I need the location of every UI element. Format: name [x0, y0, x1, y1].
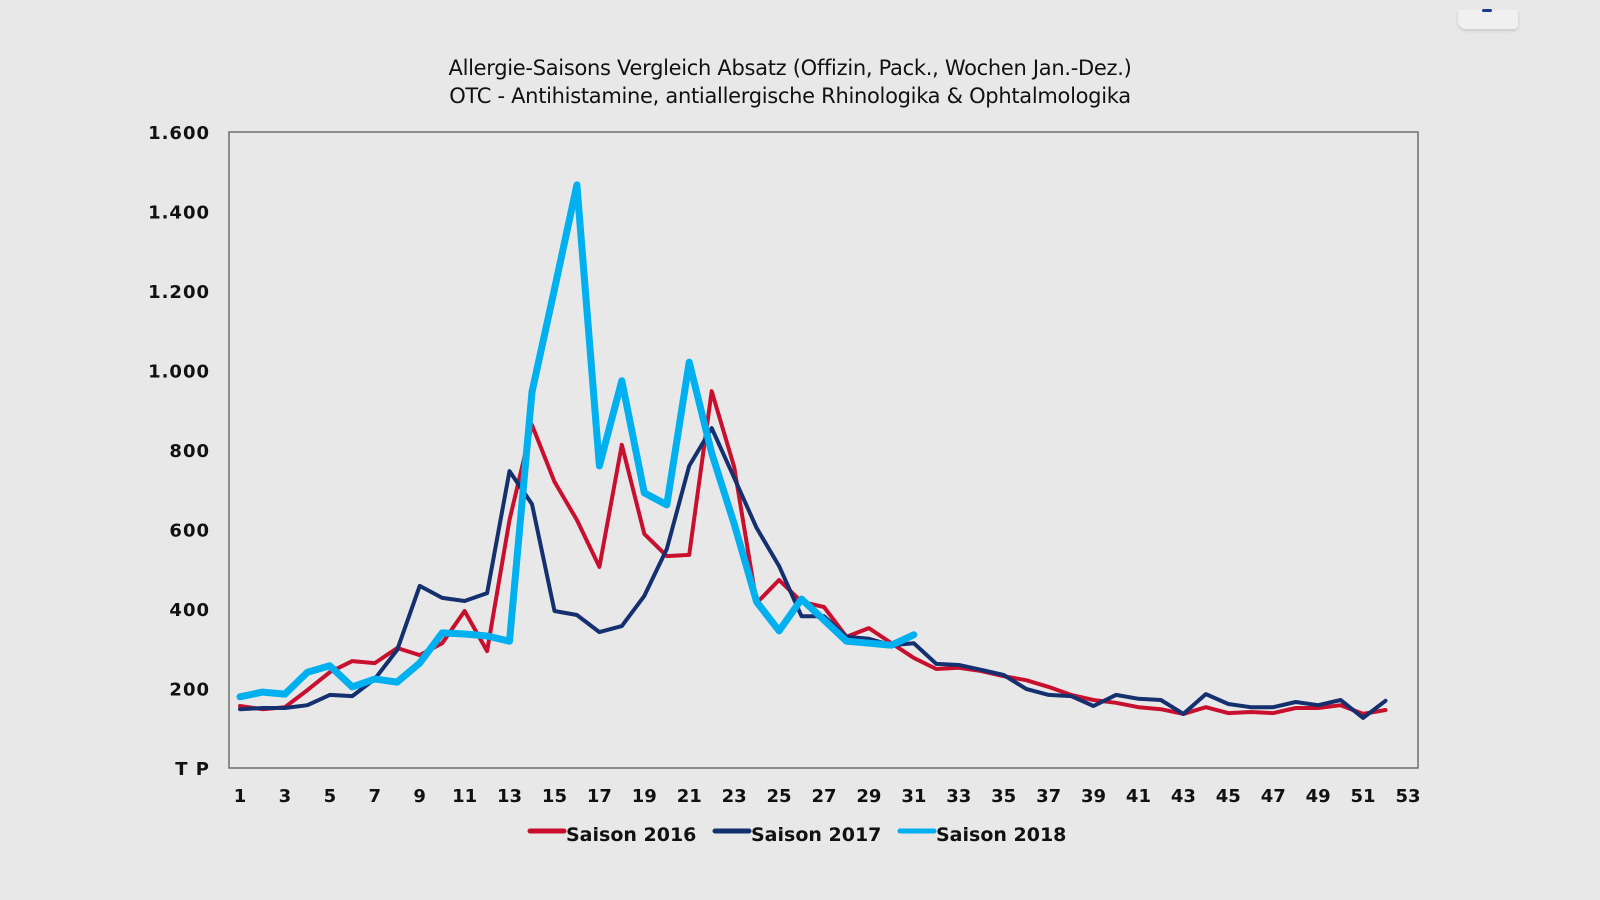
y-tick-label: 200 [169, 680, 210, 701]
y-tick-label: 400 [169, 600, 210, 621]
x-tick-label: 21 [677, 786, 702, 807]
legend-label: Saison 2018 [936, 824, 1066, 846]
legend-label: Saison 2016 [566, 824, 696, 846]
x-tick-label: 5 [324, 786, 337, 807]
y-tick-label: 1.200 [148, 282, 210, 303]
y-tick-label: 800 [169, 441, 210, 462]
y-tick-label: T P [175, 759, 210, 780]
series-lines [236, 181, 1388, 720]
x-tick-label: 29 [856, 786, 881, 807]
chart-title: Allergie-Saisons Vergleich Absatz (Offiz… [448, 56, 1132, 80]
x-tick-label: 3 [279, 786, 292, 807]
x-axis-ticks: 1 3 5 7 9 11 13 15 17 19 21 23 25 27 29 31 33 35 37 39 41 43 4… [234, 786, 1421, 807]
x-tick-label: 51 [1351, 786, 1376, 807]
x-tick-label: 23 [722, 786, 747, 807]
legend-item: Saison 2016 [527, 824, 696, 846]
y-tick-label: 1.600 [148, 123, 210, 144]
x-tick-label: 15 [542, 786, 567, 807]
series-line-saison-2018 [236, 181, 918, 701]
x-tick-label: 7 [369, 786, 382, 807]
x-tick-label: 47 [1261, 786, 1286, 807]
plot-area [228, 131, 1419, 769]
x-tick-label: 53 [1395, 786, 1420, 807]
legend: Saison 2016 Saison 2017 Saison 2018 [527, 824, 1066, 846]
corner-card [1458, 9, 1518, 29]
y-tick-label: 1.000 [148, 362, 210, 383]
x-tick-label: 19 [632, 786, 657, 807]
x-tick-label: 39 [1081, 786, 1106, 807]
x-tick-label: 45 [1216, 786, 1241, 807]
x-tick-label: 11 [452, 786, 477, 807]
x-tick-label: 13 [497, 786, 522, 807]
x-tick-label: 43 [1171, 786, 1196, 807]
x-tick-label: 31 [901, 786, 926, 807]
corner-mark [1482, 9, 1492, 12]
y-tick-label: 1.400 [148, 203, 210, 224]
legend-label: Saison 2017 [751, 824, 881, 846]
series-line-saison-2017 [238, 426, 1388, 720]
legend-item: Saison 2017 [712, 824, 881, 846]
x-tick-label: 25 [767, 786, 792, 807]
y-axis-ticks: T P 200 400 600 800 1.000 1.200 1.400 1.600 [148, 123, 210, 780]
x-tick-label: 41 [1126, 786, 1151, 807]
x-tick-label: 37 [1036, 786, 1061, 807]
chart-subtitle: OTC - Antihistamine, antiallergische Rhi… [449, 84, 1131, 108]
x-tick-label: 49 [1306, 786, 1331, 807]
x-tick-label: 35 [991, 786, 1016, 807]
x-tick-label: 27 [811, 786, 836, 807]
x-tick-label: 17 [587, 786, 612, 807]
x-tick-label: 9 [413, 786, 426, 807]
x-tick-label: 33 [946, 786, 971, 807]
y-tick-label: 600 [169, 521, 210, 542]
x-tick-label: 1 [234, 786, 247, 807]
legend-item: Saison 2018 [897, 824, 1066, 846]
